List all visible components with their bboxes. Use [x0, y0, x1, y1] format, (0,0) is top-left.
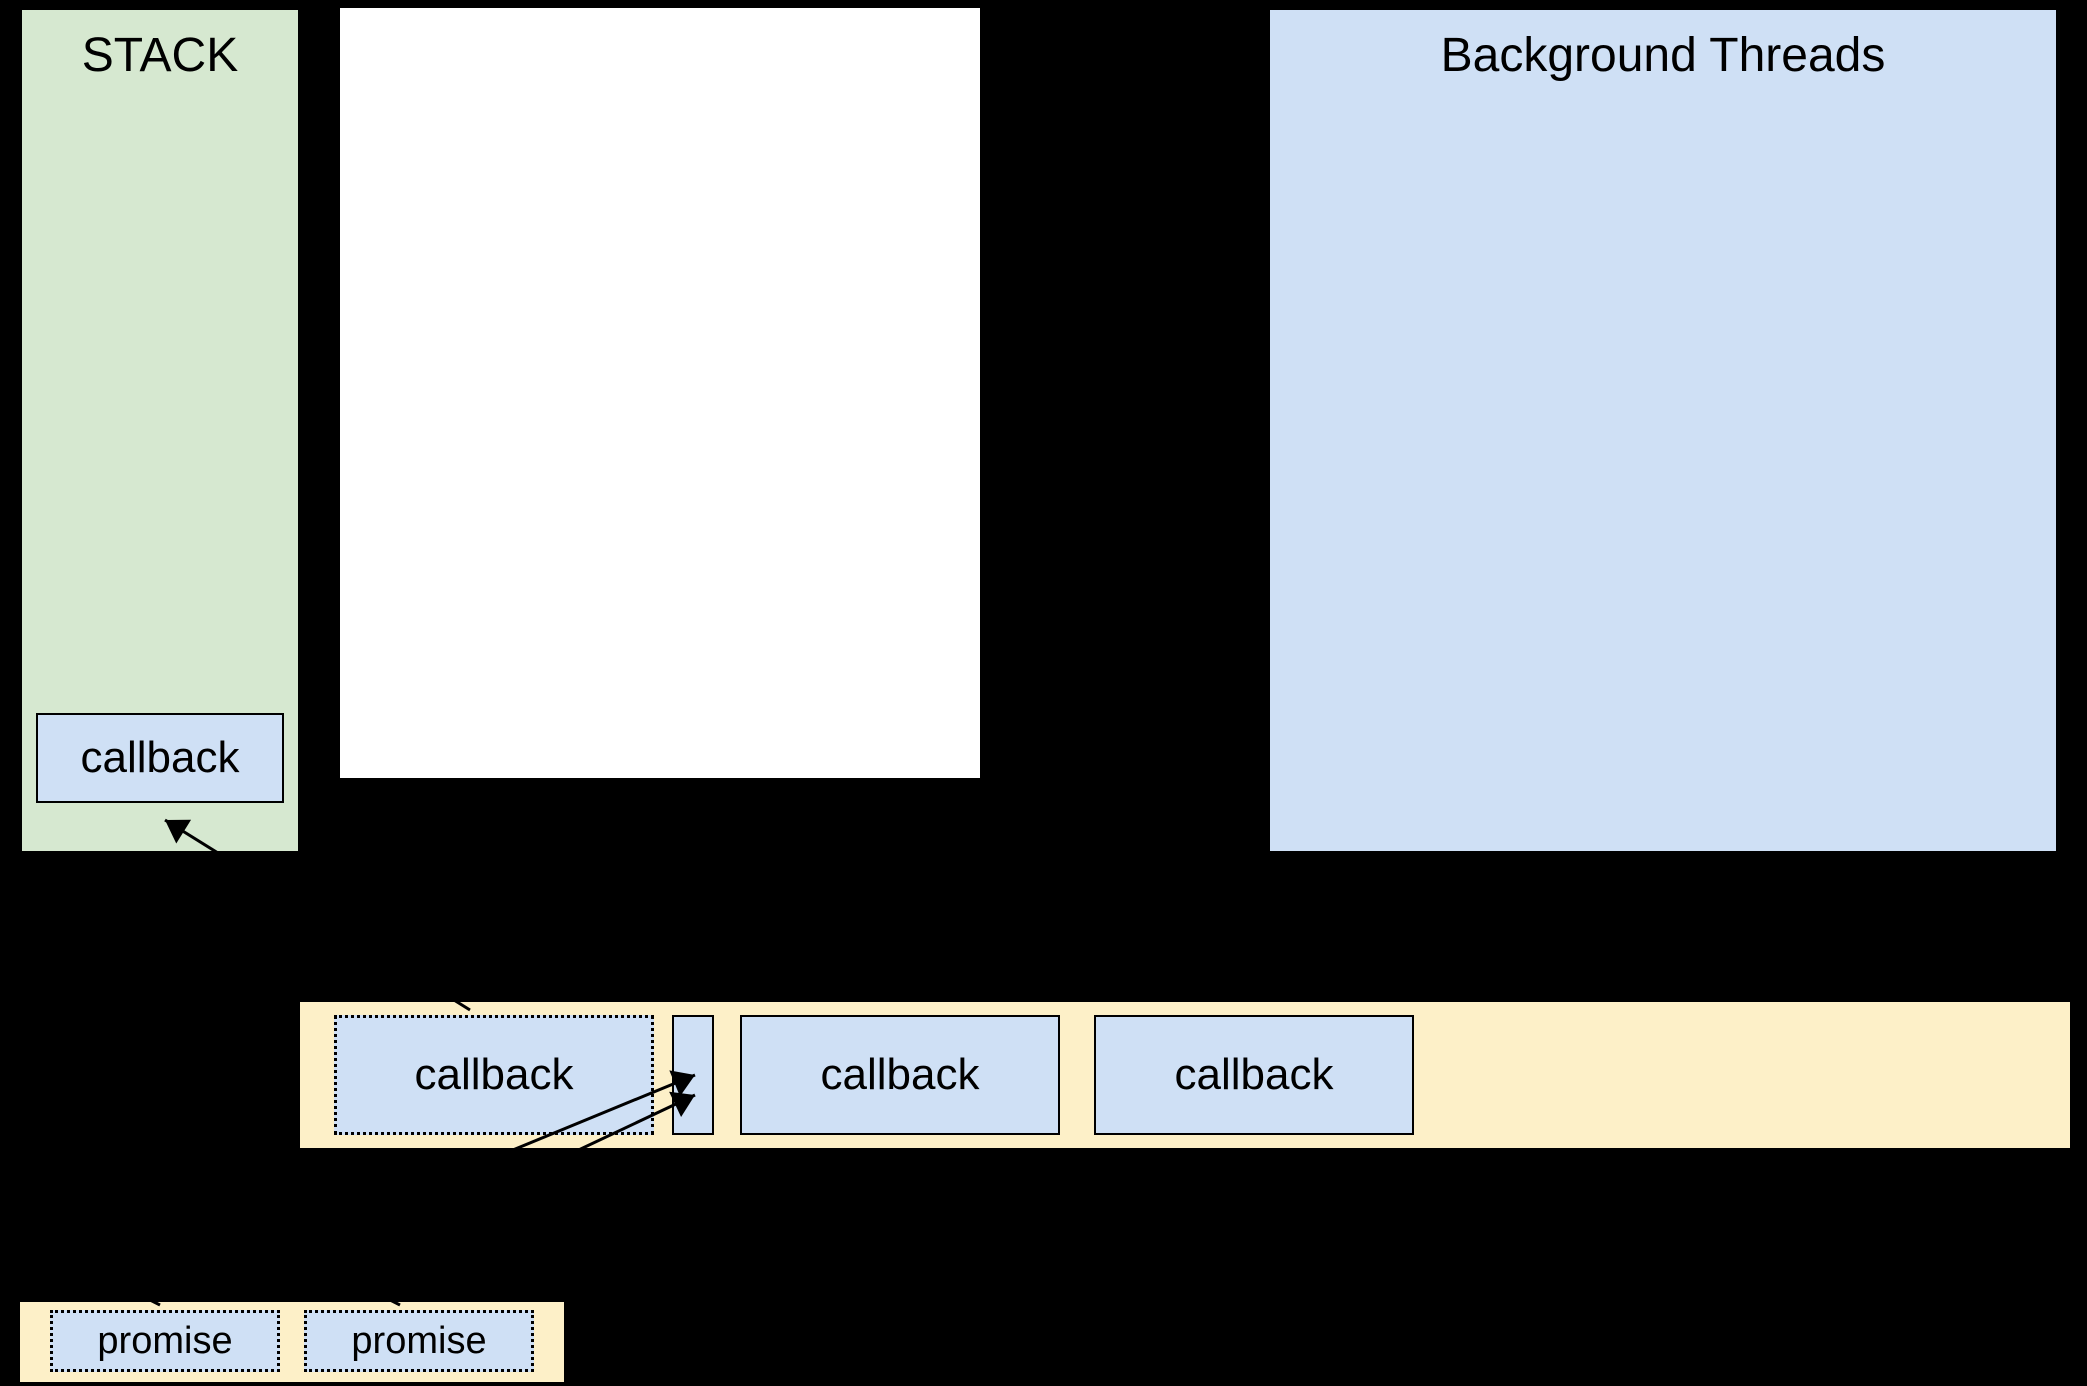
task-queue-item-label: callback — [1175, 1050, 1334, 1100]
stack-callback-item: callback — [36, 713, 284, 803]
stack-title: STACK — [82, 28, 238, 83]
task-queue-item: callback — [740, 1015, 1060, 1135]
stack-callback-label: callback — [81, 733, 240, 783]
background-threads-panel: Background Threads — [1268, 8, 2058, 853]
microtask-queue-item: promise — [304, 1310, 534, 1372]
center-white-panel — [340, 8, 980, 778]
microtask-queue-item-label: promise — [97, 1320, 232, 1363]
task-queue-item-label: callback — [821, 1050, 980, 1100]
background-threads-title: Background Threads — [1441, 28, 1886, 83]
microtask-queue-item-label: promise — [351, 1320, 486, 1363]
microtask-queue-item: promise — [50, 1310, 280, 1372]
task-queue-item — [672, 1015, 714, 1135]
task-queue-item: callback — [1094, 1015, 1414, 1135]
task-queue-item-label: callback — [415, 1050, 574, 1100]
task-queue-item: callback — [334, 1015, 654, 1135]
